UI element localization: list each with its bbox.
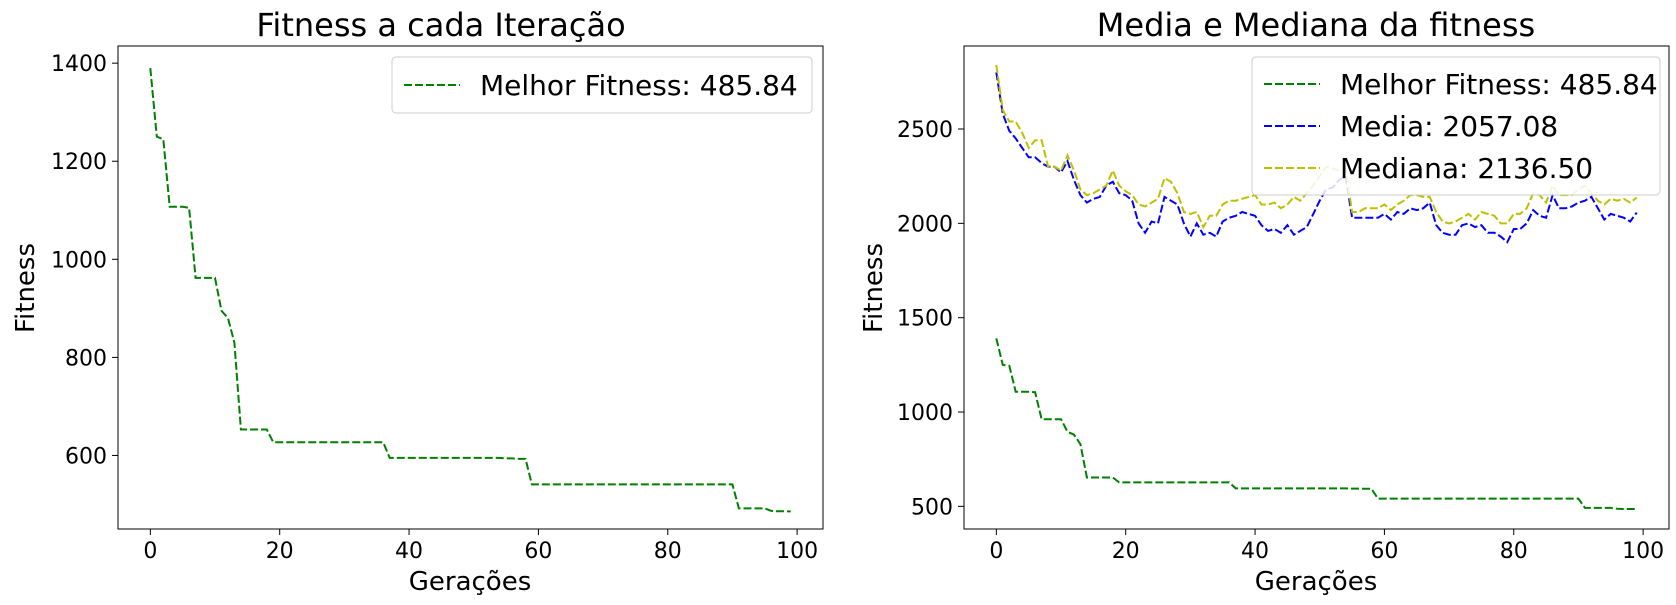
legend-box	[391, 56, 813, 114]
x-tick-label: 60	[1370, 539, 1398, 564]
legend: Melhor Fitness: 485.84	[391, 56, 813, 114]
axis-ticks: 0 20 40 60 80 100 500 1000 1500 2000 2500	[897, 118, 1664, 564]
x-tick-label: 20	[266, 539, 294, 564]
y-axis-label: Fitness	[11, 243, 41, 333]
y-tick-label: 2000	[897, 212, 953, 237]
x-tick-label: 0	[143, 539, 157, 564]
series-line	[995, 338, 1637, 510]
x-tick-label: 100	[1622, 539, 1664, 564]
y-tick-label: 600	[65, 444, 107, 469]
x-tick-label: 40	[1241, 539, 1269, 564]
legend-box	[1251, 56, 1661, 196]
x-tick-label: 80	[654, 539, 682, 564]
y-tick-label: 2500	[897, 118, 953, 143]
chart-fitness-per-iteration: Fitness a cada Iteração 0 20 40 60 80 100 600 8…	[11, 6, 824, 597]
plot-area	[117, 45, 824, 530]
axis-ticks: 0 20 40 60 80 100 600 800 1000 1200 1400	[51, 52, 818, 564]
y-tick-label: 800	[65, 346, 107, 371]
x-tick-label: 20	[1112, 539, 1140, 564]
series-line	[149, 68, 791, 513]
x-tick-label: 0	[989, 539, 1003, 564]
y-tick-label: 1400	[51, 52, 107, 77]
x-axis-label: Gerações	[1255, 567, 1378, 597]
legend-label: Mediana: 2136.50	[1340, 152, 1593, 185]
y-tick-label: 1000	[51, 248, 107, 273]
series-line	[995, 64, 1638, 230]
series-line	[995, 72, 1638, 244]
y-tick-label: 500	[911, 495, 953, 520]
y-tick-label: 1500	[897, 307, 953, 332]
y-axis-label: Fitness	[859, 243, 889, 333]
chart-title: Media e Mediana da fitness	[1097, 6, 1535, 44]
legend-label: Media: 2057.08	[1340, 110, 1558, 143]
x-tick-label: 100	[776, 539, 818, 564]
x-tick-label: 80	[1500, 539, 1528, 564]
y-tick-label: 1200	[51, 150, 107, 175]
y-tick-label: 1000	[897, 401, 953, 426]
legend-label: Melhor Fitness: 485.84	[1340, 68, 1658, 101]
x-axis-label: Gerações	[409, 567, 532, 597]
series-lines	[149, 68, 791, 513]
legend-label: Melhor Fitness: 485.84	[480, 69, 798, 102]
series-lines	[995, 64, 1638, 510]
chart-mean-median-fitness: Media e Mediana da fitness 0 20 40 60 80 100 5…	[859, 6, 1670, 597]
x-tick-label: 60	[524, 539, 552, 564]
x-tick-label: 40	[395, 539, 423, 564]
chart-title: Fitness a cada Iteração	[256, 6, 625, 44]
legend: Melhor Fitness: 485.84 Media: 2057.08 Medi…	[1251, 56, 1661, 196]
